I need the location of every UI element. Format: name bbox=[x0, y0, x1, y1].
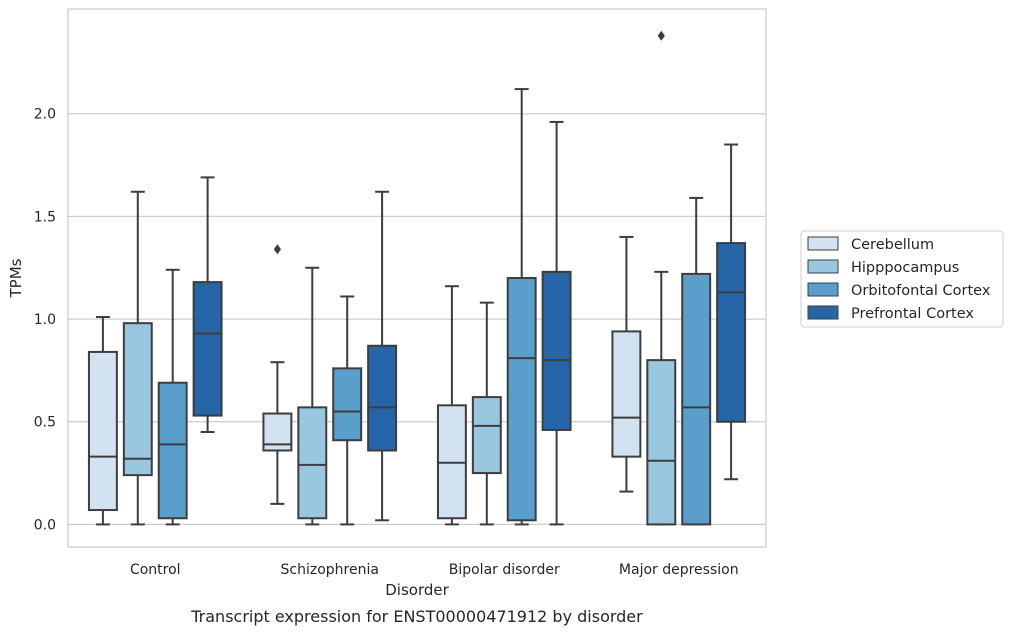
y-axis-title: TPMs bbox=[7, 258, 25, 298]
x-tick-labels: Control Schizophrenia Bipolar disorder Majo… bbox=[130, 562, 739, 578]
x-axis-title: Disorder bbox=[385, 581, 449, 599]
x-tick-label: Bipolar disorder bbox=[449, 562, 560, 578]
box-iqr bbox=[192, 281, 223, 417]
box-iqr bbox=[436, 404, 467, 520]
box-3-0 bbox=[611, 235, 642, 493]
box-2-0 bbox=[436, 285, 467, 526]
box-iqr bbox=[332, 367, 363, 442]
box-2-1 bbox=[471, 301, 502, 526]
y-tick-labels: 0.0 0.5 1.0 1.5 2.0 bbox=[34, 107, 56, 534]
box-iqr bbox=[367, 344, 398, 452]
box-iqr bbox=[297, 406, 328, 520]
legend-swatch bbox=[807, 305, 839, 320]
box-1-3 bbox=[367, 190, 398, 522]
legend-swatch bbox=[807, 282, 839, 297]
box-iqr bbox=[646, 359, 677, 526]
box-iqr bbox=[716, 242, 747, 423]
box-iqr bbox=[541, 270, 572, 431]
box-3-3 bbox=[716, 143, 747, 481]
x-tick-label: Control bbox=[130, 562, 181, 578]
box-iqr bbox=[681, 272, 712, 526]
x-tick-label: Schizophrenia bbox=[281, 562, 379, 578]
box-0-1 bbox=[122, 190, 153, 526]
chart-caption: Transcript expression for ENST0000047191… bbox=[190, 607, 643, 626]
box-3-2 bbox=[681, 196, 712, 526]
legend-label: Hipppocampus bbox=[851, 260, 959, 276]
legend-swatch bbox=[807, 236, 839, 251]
y-tick-label: 2.0 bbox=[34, 107, 56, 123]
legend-label: Orbitofontal Cortex bbox=[851, 283, 991, 299]
box-iqr bbox=[157, 381, 188, 520]
y-tick-label: 1.0 bbox=[34, 312, 56, 328]
box-1-1 bbox=[297, 266, 328, 526]
y-tick-label: 0.5 bbox=[34, 415, 56, 431]
x-tick-label: Major depression bbox=[619, 562, 739, 578]
box-0-0 bbox=[87, 316, 118, 526]
box-0-2 bbox=[157, 268, 188, 526]
box-2-3 bbox=[541, 120, 572, 526]
plot-area-frame bbox=[67, 8, 767, 548]
box-iqr bbox=[506, 277, 537, 522]
outlier-point bbox=[273, 244, 281, 255]
y-tick-label: 1.5 bbox=[34, 209, 56, 225]
box-1-2 bbox=[332, 295, 363, 526]
box-iqr bbox=[122, 322, 153, 477]
box-2-2 bbox=[506, 88, 537, 526]
box-1-0 bbox=[262, 244, 293, 505]
box-plot-series bbox=[87, 30, 747, 526]
y-tick-label: 0.0 bbox=[34, 517, 56, 533]
box-iqr bbox=[611, 330, 642, 458]
legend-swatch bbox=[807, 259, 839, 274]
box-0-3 bbox=[192, 176, 223, 434]
box-3-1 bbox=[646, 30, 677, 526]
outlier-point bbox=[657, 30, 665, 41]
legend-label: Cerebellum bbox=[851, 237, 934, 253]
legend: Cerebellum Hipppocampus Orbitofontal Corte… bbox=[800, 230, 1004, 328]
legend-label: Prefrontal Cortex bbox=[851, 306, 974, 322]
box-iqr bbox=[87, 350, 118, 512]
box-iqr bbox=[471, 396, 502, 475]
legend-frame bbox=[800, 230, 1004, 328]
